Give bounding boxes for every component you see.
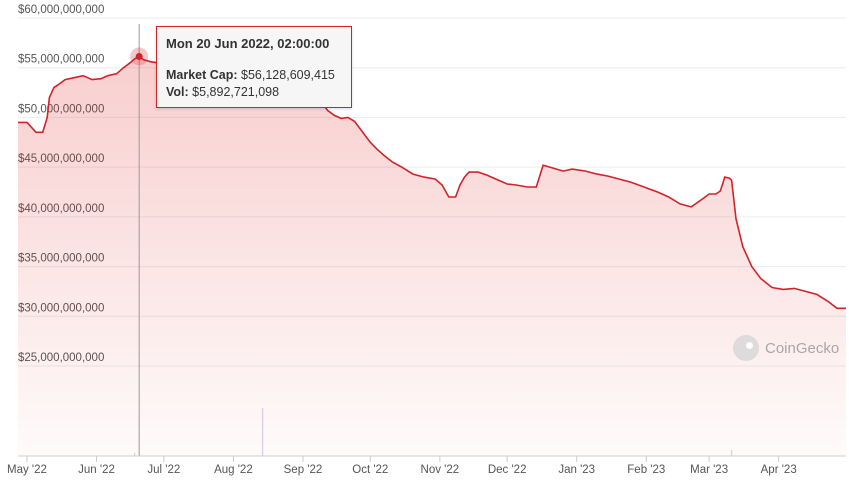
watermark-text: CoinGecko (765, 339, 840, 357)
x-tick-label: Jul '22 (147, 464, 180, 476)
y-tick-label: $55,000,000,000 (18, 54, 104, 66)
hover-point[interactable] (135, 52, 143, 60)
x-tick-label: Oct '22 (352, 464, 388, 476)
tooltip-vol-value: $5,892,721,098 (192, 85, 280, 99)
market-cap-area (18, 56, 846, 456)
x-tick-label: Mar '23 (690, 464, 728, 476)
coingecko-watermark: CoinGecko (733, 333, 839, 363)
gecko-logo-icon (733, 335, 759, 361)
x-tick-label: Nov '22 (421, 464, 460, 476)
tooltip-volume: Vol: $5,892,721,098 (166, 84, 342, 101)
x-axis-labels: May '22 Jun '22 Jul '22 Aug '22 Sep '22 Oct '… (7, 464, 797, 476)
x-tick-label: Jan '23 (558, 464, 595, 476)
y-tick-label: $60,000,000,000 (18, 4, 104, 16)
x-tick-label: Apr '23 (761, 464, 797, 476)
tooltip-market-cap-label: Market Cap: (166, 68, 238, 82)
x-tick-label: Jun '22 (78, 464, 115, 476)
tooltip-date: Mon 20 Jun 2022, 02:00:00 (166, 36, 330, 51)
x-tick-label: May '22 (7, 464, 47, 476)
market-cap-line (18, 55, 846, 310)
chart-tooltip: Mon 20 Jun 2022, 02:00:00 Market Cap: $5… (156, 26, 352, 108)
x-tick-label: Feb '23 (627, 464, 665, 476)
x-tick-label: Sep '22 (284, 464, 323, 476)
tooltip-vol-label: Vol: (166, 85, 189, 99)
x-axis-ticks (26, 456, 780, 462)
tooltip-market-cap: Market Cap: $56,128,609,415 (166, 67, 342, 84)
x-tick-label: Dec '22 (488, 464, 527, 476)
x-tick-label: Aug '22 (214, 464, 253, 476)
tooltip-market-cap-value: $56,128,609,415 (241, 68, 335, 82)
